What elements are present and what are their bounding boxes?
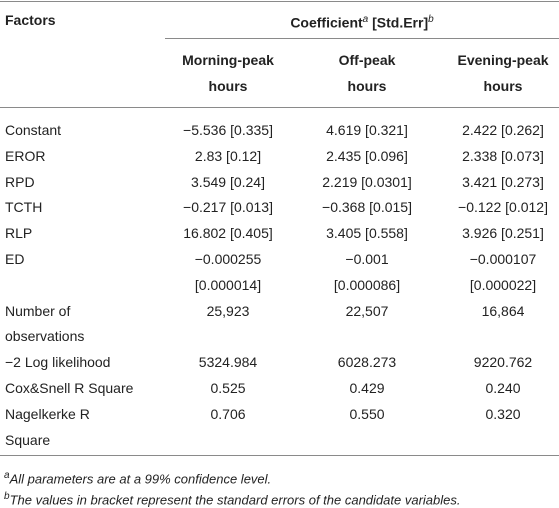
row-label: Square	[5, 431, 51, 448]
cell: 6028.273	[337, 354, 397, 371]
row-label: RPD	[5, 173, 35, 190]
cell: 3.405 [0.558]	[326, 225, 408, 242]
cell: −5.536 [0.335]	[183, 122, 273, 138]
cell: 3.549 [0.24]	[191, 173, 265, 190]
header-bottom-rule	[0, 107, 559, 108]
footnote-mark: b	[4, 491, 10, 502]
cell: 25,923	[206, 302, 250, 319]
cell: −0.122 [0.012]	[458, 199, 548, 216]
cell: [0.000014]	[194, 276, 262, 293]
cell: 0.240	[485, 380, 521, 396]
cell: −0.217 [0.013]	[183, 199, 273, 216]
footnote: bThe values in bracket represent the sta…	[4, 487, 460, 508]
cell: 0.550	[349, 405, 385, 422]
table-bottom-rule	[0, 455, 559, 456]
coefficient-header: Coefficienta [Std.Err]b	[290, 10, 433, 33]
cell: 2.435 [0.096]	[326, 147, 408, 164]
cell: −0.000255	[194, 251, 262, 267]
row-label: −2 Log likelihood	[5, 354, 111, 371]
cell: 2.422 [0.262]	[462, 122, 544, 138]
footnote-text: The values in bracket represent the stan…	[9, 492, 461, 508]
factors-header: Factors	[5, 12, 56, 28]
cell: −0.001	[345, 251, 389, 267]
cell: 2.338 [0.073]	[462, 147, 544, 164]
row-label: TCTH	[5, 199, 43, 216]
column-header: hours	[208, 78, 248, 94]
column-header: hours	[347, 78, 387, 94]
row-label: EROR	[5, 147, 46, 164]
cell: −0.368 [0.015]	[322, 199, 412, 216]
std-err-text: [Std.Err]	[372, 14, 429, 31]
cell: 4.619 [0.321]	[326, 122, 408, 138]
cell: 16,864	[481, 302, 525, 319]
column-header: hours	[483, 78, 523, 94]
footnote-mark: a	[4, 470, 10, 481]
column-header: Morning-peak	[182, 52, 274, 68]
row-label: observations	[5, 328, 85, 345]
coefficient-text: Coefficient	[290, 14, 363, 31]
footnote: aAll parameters are at a 99% confidence …	[4, 466, 271, 489]
cell: 2.219 [0.0301]	[322, 173, 412, 190]
row-label: Nagelkerke R	[5, 405, 90, 422]
cell: [0.000086]	[333, 276, 401, 293]
cell: 3.926 [0.251]	[462, 225, 544, 242]
cell: 5324.984	[198, 354, 258, 371]
top-rule	[0, 1, 559, 2]
footnote-mark: b	[428, 14, 434, 25]
cell: −0.000107	[469, 251, 537, 267]
cell: 9220.762	[473, 354, 533, 371]
column-header: Evening-peak	[457, 52, 549, 68]
row-label: ED	[5, 251, 25, 267]
cell: 0.706	[210, 405, 246, 422]
column-header: Off-peak	[338, 52, 396, 68]
cell: [0.000022]	[469, 276, 537, 293]
footnote-text: All parameters are at a 99% confidence l…	[9, 471, 272, 487]
row-label: Cox&Snell R Square	[5, 380, 134, 396]
cell: 0.525	[210, 380, 246, 396]
cell: 0.320	[485, 405, 521, 422]
cell: 3.421 [0.273]	[462, 173, 544, 190]
cell: 0.429	[349, 380, 385, 396]
header-rule	[165, 38, 559, 39]
footnote-mark: a	[362, 14, 369, 25]
row-label: RLP	[5, 225, 33, 242]
cell: 16.802 [0.405]	[183, 225, 273, 242]
cell: 22,507	[345, 302, 389, 319]
row-label: Number of	[5, 302, 71, 319]
row-label: Constant	[5, 122, 62, 138]
cell: 2.83 [0.12]	[194, 147, 262, 164]
